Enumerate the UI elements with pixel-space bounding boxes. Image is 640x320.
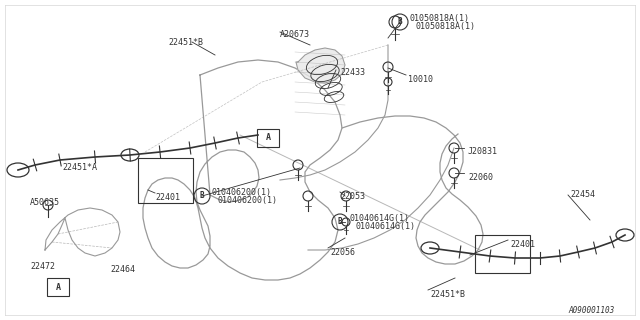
Text: 01050818A(1): 01050818A(1) bbox=[416, 22, 476, 31]
Text: B: B bbox=[200, 191, 204, 201]
Text: 01040614G(1): 01040614G(1) bbox=[350, 213, 410, 222]
Bar bbox=[475, 235, 530, 273]
Text: 010406200(1): 010406200(1) bbox=[218, 196, 278, 205]
Text: 01050818A(1): 01050818A(1) bbox=[410, 13, 470, 22]
Text: 22472: 22472 bbox=[30, 262, 55, 271]
Text: 01040614G(1): 01040614G(1) bbox=[355, 222, 415, 231]
Text: 10010: 10010 bbox=[408, 75, 433, 84]
Text: 22451*B: 22451*B bbox=[168, 38, 203, 47]
Text: A20673: A20673 bbox=[280, 30, 310, 39]
Bar bbox=[47, 278, 69, 296]
Text: 22464: 22464 bbox=[110, 265, 135, 274]
Bar bbox=[138, 158, 193, 203]
Text: J20831: J20831 bbox=[468, 147, 498, 156]
Text: 22433: 22433 bbox=[340, 68, 365, 77]
Text: 22060: 22060 bbox=[468, 173, 493, 182]
Polygon shape bbox=[296, 48, 345, 83]
Bar bbox=[257, 129, 279, 147]
Text: 22451*A: 22451*A bbox=[62, 163, 97, 172]
Text: 010406200(1): 010406200(1) bbox=[212, 188, 272, 196]
Text: 22454: 22454 bbox=[570, 190, 595, 199]
Text: A090001103: A090001103 bbox=[568, 306, 614, 315]
Text: A50635: A50635 bbox=[30, 198, 60, 207]
Text: B: B bbox=[338, 218, 342, 227]
Text: B: B bbox=[397, 18, 403, 27]
Text: 22401: 22401 bbox=[510, 240, 535, 249]
Text: 22053: 22053 bbox=[340, 192, 365, 201]
Text: A: A bbox=[266, 133, 271, 142]
Text: 22056: 22056 bbox=[330, 248, 355, 257]
Text: A: A bbox=[56, 283, 61, 292]
Text: 22401: 22401 bbox=[155, 193, 180, 202]
Text: 22451*B: 22451*B bbox=[430, 290, 465, 299]
